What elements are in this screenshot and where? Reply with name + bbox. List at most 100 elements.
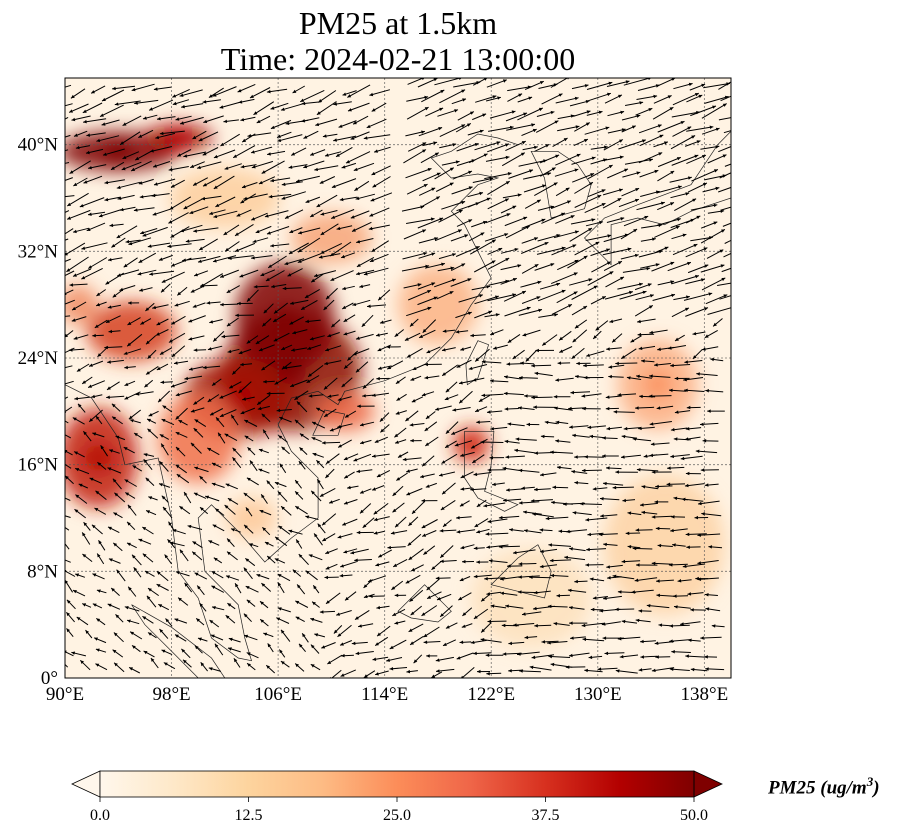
- wind-arrow-head: [518, 501, 523, 505]
- wind-arrow-head: [555, 154, 560, 158]
- wind-arrow-head: [105, 319, 110, 323]
- wind-arrow: [65, 651, 74, 657]
- wind-arrow-head: [111, 244, 116, 248]
- wind-arrow-head: [617, 198, 622, 202]
- wind-arrow-head: [214, 643, 219, 648]
- wind-arrow-head: [396, 397, 401, 401]
- wind-arrow-head: [461, 263, 466, 267]
- wind-arrow-head: [685, 654, 689, 658]
- wind-arrow-head: [119, 207, 124, 212]
- wind-arrow: [314, 165, 339, 171]
- wind-arrow-head: [107, 603, 112, 607]
- wind-arrow-head: [350, 551, 355, 555]
- wind-arrow-head: [582, 406, 586, 411]
- wind-arrow-head: [69, 283, 74, 287]
- wind-arrow-head: [184, 376, 189, 381]
- wind-arrow-head: [705, 607, 710, 611]
- wind-arrow-head: [422, 229, 426, 233]
- wind-arrow-head: [738, 248, 742, 251]
- wind-arrow: [98, 209, 122, 218]
- wind-arrow-head: [74, 133, 78, 137]
- wind-arrow: [681, 498, 704, 502]
- wind-arrow-head: [670, 171, 675, 175]
- wind-arrow: [65, 396, 69, 400]
- wind-arrow-head: [584, 84, 589, 88]
- wind-arrow-head: [514, 448, 518, 453]
- wind-arrow-head: [123, 351, 128, 355]
- wind-arrow: [65, 559, 71, 563]
- wind-arrow-head: [568, 406, 572, 411]
- wind-arrow-head: [95, 490, 100, 495]
- wind-arrow-head: [638, 346, 643, 351]
- wind-arrow-head: [89, 477, 94, 481]
- wind-arrow-head: [646, 604, 651, 608]
- wind-arrow-head: [621, 559, 626, 564]
- wind-arrow-head: [243, 613, 248, 618]
- wind-arrow-head: [637, 319, 641, 324]
- wind-arrow-head: [92, 573, 97, 577]
- colorbar-label-text: PM25 (ug/m: [768, 777, 867, 799]
- wind-arrow-head: [355, 616, 359, 620]
- wind-arrow: [720, 95, 731, 102]
- wind-arrow-head: [98, 540, 102, 545]
- wind-arrow-head: [500, 577, 504, 581]
- wind-arrow-head: [427, 168, 432, 172]
- wind-arrow-head: [406, 492, 411, 496]
- wind-arrow-head: [433, 296, 438, 300]
- wind-arrow: [65, 103, 73, 107]
- wind-arrow-head: [209, 320, 214, 324]
- wind-arrow-head: [589, 434, 594, 439]
- wind-arrow-head: [189, 210, 194, 214]
- wind-arrow: [401, 265, 430, 272]
- y-tick-label: 8°N: [27, 561, 58, 582]
- wind-arrow: [298, 227, 321, 234]
- wind-arrow: [313, 270, 337, 277]
- wind-arrow-head: [686, 295, 690, 299]
- wind-arrow-head: [253, 285, 258, 289]
- y-tick-label: 32°N: [18, 241, 59, 262]
- wind-arrow-head: [193, 428, 198, 432]
- wind-arrow-head: [451, 278, 456, 282]
- wind-arrow-head: [209, 620, 214, 624]
- wind-arrow-head: [258, 468, 263, 472]
- wind-arrow-head: [617, 393, 621, 397]
- pm25-hotspot: [457, 430, 486, 459]
- wind-arrow: [251, 255, 273, 259]
- wind-arrow-head: [144, 383, 149, 388]
- wind-arrow: [243, 193, 268, 200]
- wind-arrow-head: [261, 583, 266, 587]
- wind-arrow-head: [406, 669, 411, 674]
- wind-arrow: [297, 237, 321, 253]
- wind-arrow: [288, 242, 309, 255]
- wind-arrow-head: [156, 366, 161, 370]
- wind-arrow-head: [583, 363, 587, 368]
- wind-arrow-head: [92, 333, 96, 338]
- wind-arrow-head: [274, 381, 279, 385]
- wind-arrow-head: [648, 305, 653, 309]
- wind-arrow-head: [124, 382, 129, 386]
- wind-arrow-head: [172, 101, 177, 106]
- wind-arrow-head: [431, 282, 436, 286]
- wind-arrow-head: [73, 590, 77, 594]
- wind-arrow-head: [404, 337, 409, 341]
- wind-arrow-head: [304, 294, 309, 298]
- wind-arrow: [512, 549, 536, 554]
- wind-arrow-head: [736, 236, 740, 239]
- wind-arrow-head: [116, 234, 121, 238]
- wind-arrow-head: [295, 663, 299, 668]
- wind-arrow-head: [700, 636, 704, 640]
- wind-arrow-head: [194, 572, 199, 576]
- wind-arrow-head: [540, 473, 544, 477]
- wind-arrow-head: [343, 550, 348, 554]
- wind-arrow-head: [505, 181, 510, 185]
- wind-arrow-head: [198, 637, 202, 641]
- wind-arrow: [81, 242, 108, 250]
- wind-arrow-head: [376, 333, 380, 337]
- wind-arrow-head: [452, 408, 457, 412]
- wind-arrow: [473, 260, 496, 273]
- wind-arrow-head: [263, 309, 268, 314]
- wind-arrow-head: [142, 233, 147, 237]
- wind-arrow-head: [470, 487, 474, 492]
- wind-arrow-head: [59, 195, 63, 198]
- wind-arrow: [697, 533, 721, 536]
